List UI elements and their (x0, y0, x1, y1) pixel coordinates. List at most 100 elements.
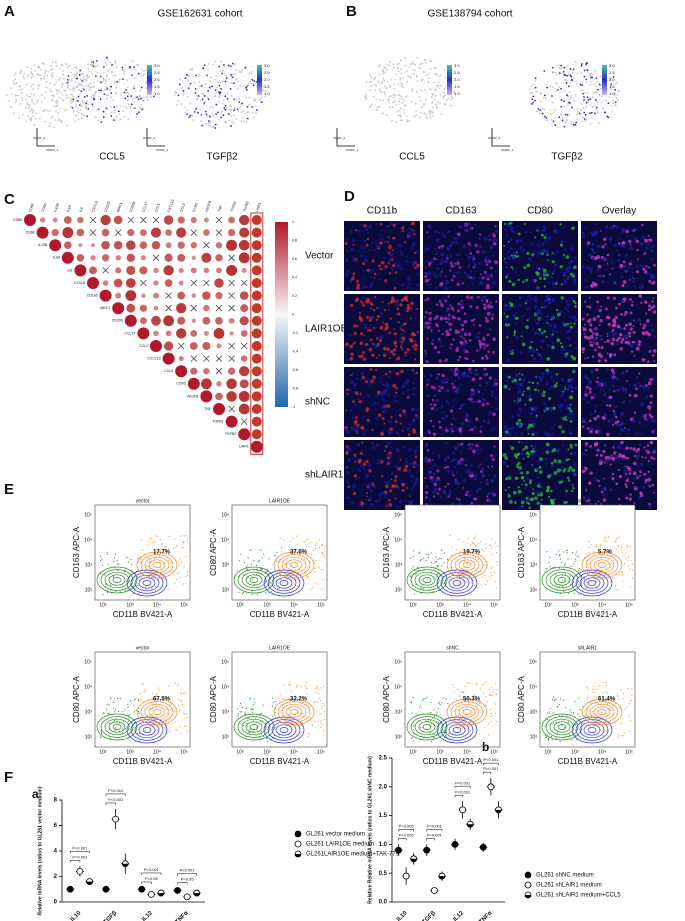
stain (382, 321, 385, 324)
cell (595, 99, 597, 101)
stain (552, 448, 557, 453)
corr-cell (251, 366, 262, 377)
stain (582, 397, 585, 401)
cell (35, 101, 38, 104)
cell (44, 72, 47, 75)
stain (593, 280, 596, 283)
stain (370, 324, 372, 326)
stain (606, 339, 610, 343)
stain (494, 396, 498, 400)
stain (353, 454, 357, 458)
stain (434, 252, 438, 256)
cell (136, 113, 138, 115)
stain (556, 250, 559, 254)
stain (390, 267, 393, 269)
cell (597, 88, 599, 91)
cell (96, 71, 99, 74)
cell (610, 83, 613, 86)
event (148, 583, 150, 585)
cell (429, 111, 432, 113)
event (147, 561, 149, 563)
cell (233, 114, 235, 117)
stain (560, 415, 563, 419)
stain (515, 336, 519, 340)
stain (416, 445, 419, 449)
cell (561, 117, 564, 120)
stain (357, 476, 361, 480)
flow-tick: 10⁵ (180, 749, 188, 755)
flow-tick: 10² (530, 587, 538, 593)
stain (460, 426, 464, 430)
cell (440, 85, 442, 88)
cell (51, 115, 54, 118)
event (319, 559, 321, 561)
event (182, 542, 184, 544)
stain (581, 469, 586, 474)
event (588, 552, 590, 554)
stain (549, 371, 552, 374)
flow-tick: 10³ (126, 602, 134, 608)
stain (633, 340, 636, 343)
stain (526, 263, 531, 268)
cell (119, 105, 122, 107)
corr-cell (239, 227, 250, 238)
event (618, 573, 620, 575)
scale-label: 2.5 (264, 70, 270, 75)
cell (42, 75, 45, 78)
stain (449, 268, 453, 272)
stain (581, 417, 585, 421)
stain (434, 275, 438, 279)
stain (489, 245, 494, 250)
stain (540, 233, 544, 237)
cell (139, 95, 142, 98)
stain (394, 497, 397, 500)
cell (572, 69, 574, 72)
cell (217, 91, 220, 93)
stain (507, 494, 511, 498)
stain (406, 426, 411, 431)
cell (611, 102, 614, 105)
stain (573, 322, 576, 325)
stain (632, 416, 635, 419)
cell (371, 103, 374, 106)
stain (613, 444, 616, 447)
event (298, 580, 300, 582)
stain (643, 252, 646, 255)
cell (234, 68, 237, 71)
stain (453, 316, 457, 320)
cell (105, 94, 108, 97)
stain (618, 453, 623, 458)
cell (102, 116, 105, 118)
stain (543, 407, 547, 410)
cell (126, 86, 129, 89)
stain (402, 446, 406, 449)
cell (32, 83, 35, 86)
corr-cell (62, 227, 74, 239)
stain (517, 423, 522, 428)
stain (587, 498, 591, 502)
cell (81, 73, 84, 75)
stain (590, 247, 595, 252)
stain (596, 300, 600, 304)
stain (571, 369, 575, 372)
cell (70, 93, 72, 96)
stain (438, 389, 441, 393)
stain (605, 225, 609, 229)
cell (403, 99, 406, 102)
stain (488, 474, 491, 476)
cell (40, 68, 43, 71)
stain (388, 253, 392, 257)
cell (248, 72, 251, 75)
stain (490, 479, 494, 483)
cell (201, 98, 204, 101)
event (183, 566, 185, 568)
corr-cell (78, 243, 83, 248)
stain (651, 354, 655, 357)
stain (613, 244, 617, 248)
contour (275, 577, 293, 589)
cell (25, 83, 28, 86)
stain (504, 318, 507, 321)
corr-cell (165, 242, 172, 249)
cell (90, 96, 93, 99)
stain (526, 428, 530, 432)
